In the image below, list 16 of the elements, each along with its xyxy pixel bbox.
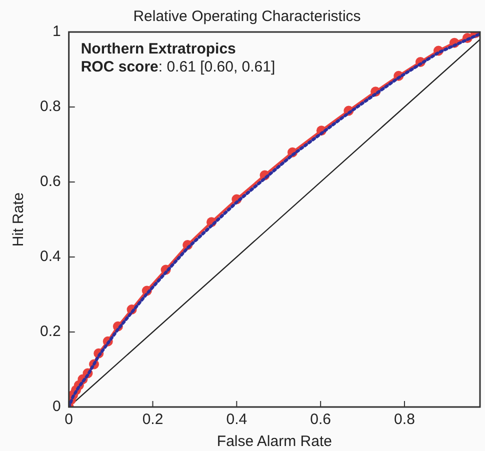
x-tick-label: 0.2 [142, 411, 164, 428]
x-tick-label: 0.4 [226, 411, 248, 428]
y-tick-label: 0.8 [40, 98, 61, 116]
y-tick-label: 0.6 [40, 173, 61, 190]
y-tick-label: 0.4 [40, 248, 61, 266]
y-tick-label: 0 [52, 398, 61, 416]
chart-title: Relative Operating Characteristics [133, 8, 361, 26]
annotation: ROC score: 0.61 [0.60, 0.61] [80, 58, 276, 76]
x-tick-label: 0.6 [310, 411, 332, 428]
y-tick-label: 0.2 [40, 323, 61, 340]
y-tick-label: 1 [52, 23, 61, 40]
x-axis-title: False Alarm Rate [216, 433, 332, 450]
x-tick-label: 0.8 [394, 411, 415, 428]
annotation: Northern Extratropics [80, 40, 236, 58]
y-axis-title: Hit Rate [10, 192, 28, 247]
x-tick-label: 0 [64, 411, 74, 428]
